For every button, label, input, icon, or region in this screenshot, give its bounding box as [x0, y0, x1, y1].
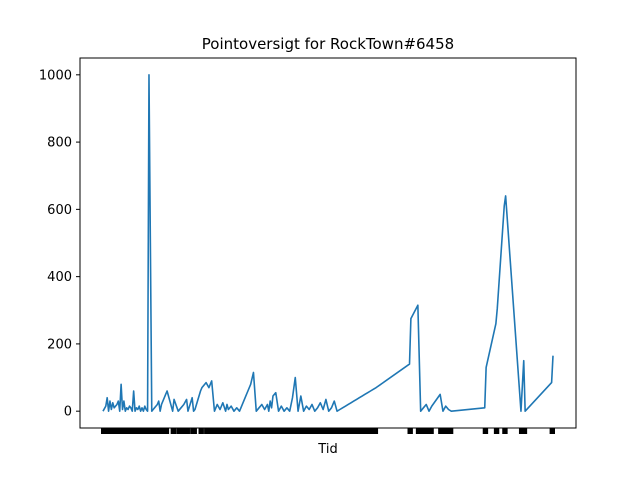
y-tick-label: 0 — [64, 405, 72, 420]
y-tick-label: 1000 — [39, 68, 72, 83]
plot-frame — [79, 57, 577, 429]
y-tick-label: 600 — [47, 203, 72, 218]
x-tick-layer — [101, 428, 555, 434]
x-axis-label: Tid — [317, 442, 337, 457]
line-layer — [102, 74, 554, 412]
y-tick-layer: 0 200 400 600 800 1000 — [39, 68, 80, 420]
y-tick-label: 200 — [47, 337, 72, 352]
chart-title: Pointoversigt for RockTown#6458 — [202, 35, 454, 53]
plot-area — [80, 58, 576, 428]
series-line — [102, 74, 554, 412]
y-tick-label: 800 — [47, 136, 72, 151]
y-tick-label: 400 — [47, 270, 72, 285]
